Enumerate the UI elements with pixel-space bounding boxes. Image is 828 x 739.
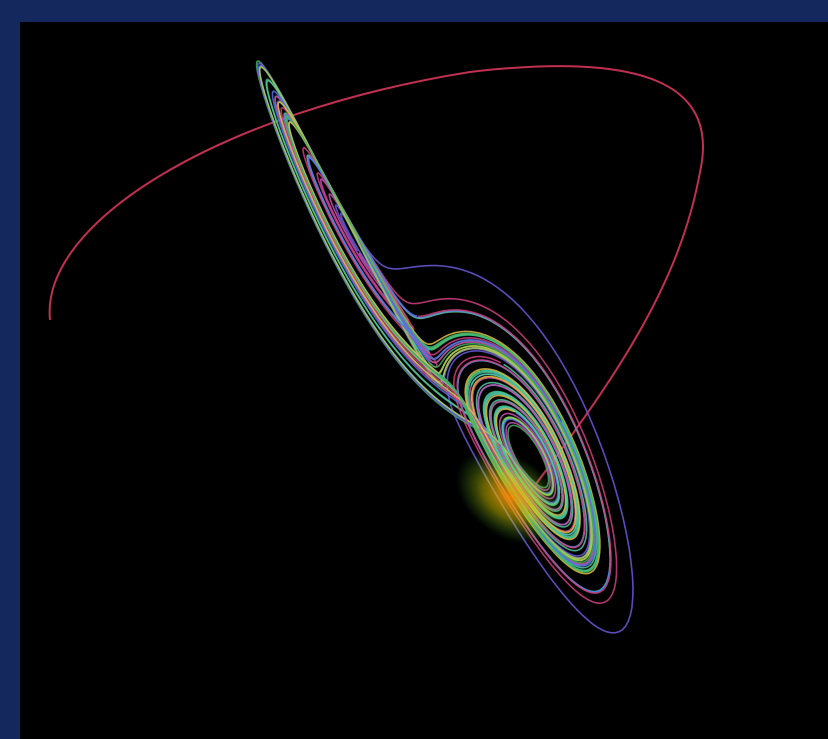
trajectory-segment — [258, 65, 560, 506]
outer-trajectory — [48, 65, 705, 493]
attractor-panel — [20, 22, 828, 739]
trajectory-segment — [255, 60, 561, 507]
attractor-render — [48, 60, 705, 634]
core-glow — [455, 449, 565, 545]
trajectory-segment — [265, 79, 588, 552]
trajectory-segment — [274, 95, 596, 566]
trajectory-segment — [285, 116, 600, 573]
